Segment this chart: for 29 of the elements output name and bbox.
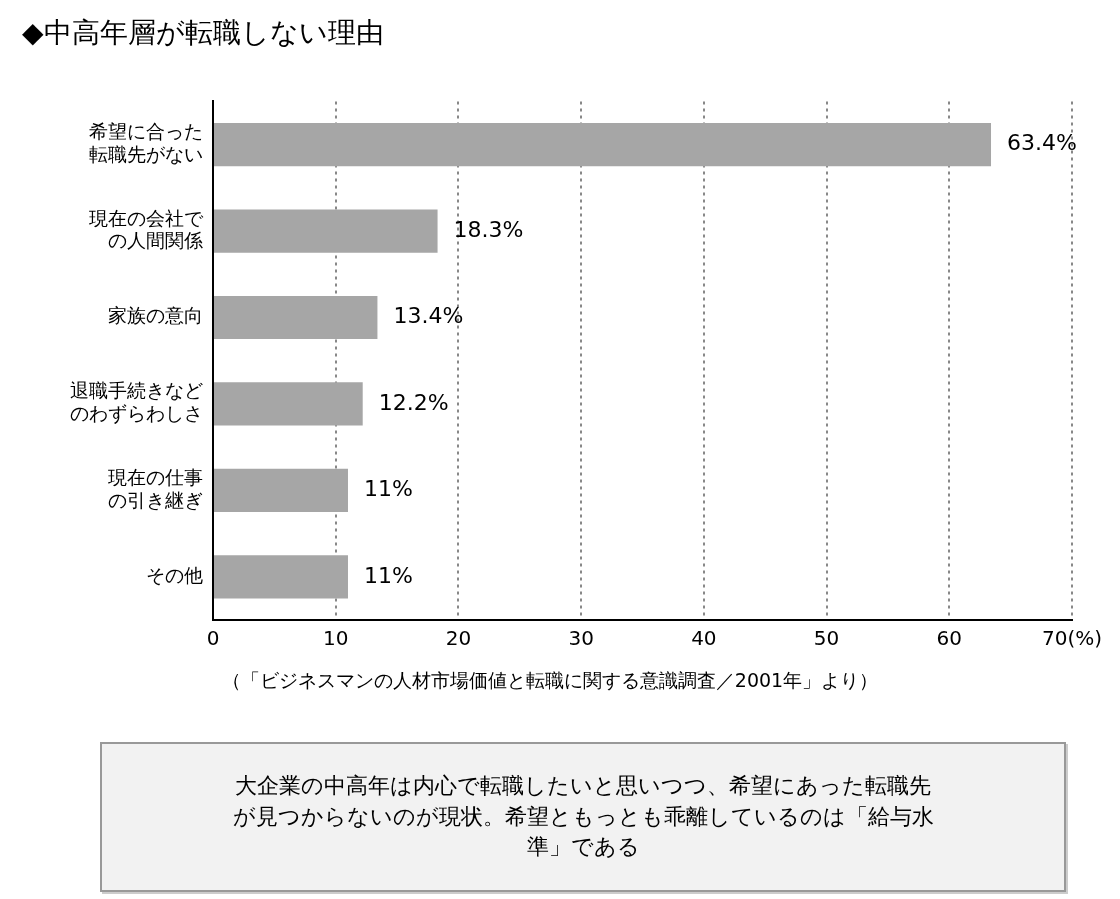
x-tick-label: 40 <box>691 626 717 651</box>
data-label: 18.3% <box>453 216 524 242</box>
bar <box>214 382 363 426</box>
x-tick-label: 20 <box>445 626 472 651</box>
y-tick-label: 退職手続きなどのわずらわしさ <box>70 379 203 425</box>
x-tick-label: 70(%) <box>1041 626 1103 651</box>
x-tick-label: 10 <box>322 626 349 651</box>
text: （「ビジネスマンの人材市場価値と転職に関する意識調査／2001年」より） <box>220 668 880 693</box>
x-tick-label: 60 <box>936 626 963 651</box>
x-tick-label: 30 <box>568 626 594 651</box>
y-tick-label: 家族の意向 <box>108 304 203 327</box>
data-label: 13.4% <box>393 303 464 329</box>
y-tick-label: 現在の仕事の引き継ぎ <box>108 465 203 511</box>
bar <box>214 209 438 253</box>
data-label: 11% <box>363 562 413 588</box>
x-tick-label: 0 <box>206 626 220 651</box>
data-label: 12.2% <box>378 389 449 415</box>
bar <box>214 468 348 512</box>
data-label: 63.4% <box>1007 130 1077 156</box>
bar <box>214 555 348 599</box>
data-label: 11% <box>363 476 413 502</box>
y-tick-label: 現在の会社での人間関係 <box>89 206 204 252</box>
bar <box>214 123 992 167</box>
text: 大企業の中高年は内心で転職したいと思いつつ、希望にあった転職先が見つからないのが現状。希望ともっとも乖離しているのは「給与水準」である <box>231 771 935 862</box>
bar <box>214 295 378 340</box>
x-tick-label: 50 <box>813 626 840 651</box>
y-tick-label: 希望に合った転職先がない <box>89 120 203 165</box>
chart-title: ◆中高年層が転職しない理由 <box>22 15 384 51</box>
y-tick-label: その他 <box>146 563 203 586</box>
